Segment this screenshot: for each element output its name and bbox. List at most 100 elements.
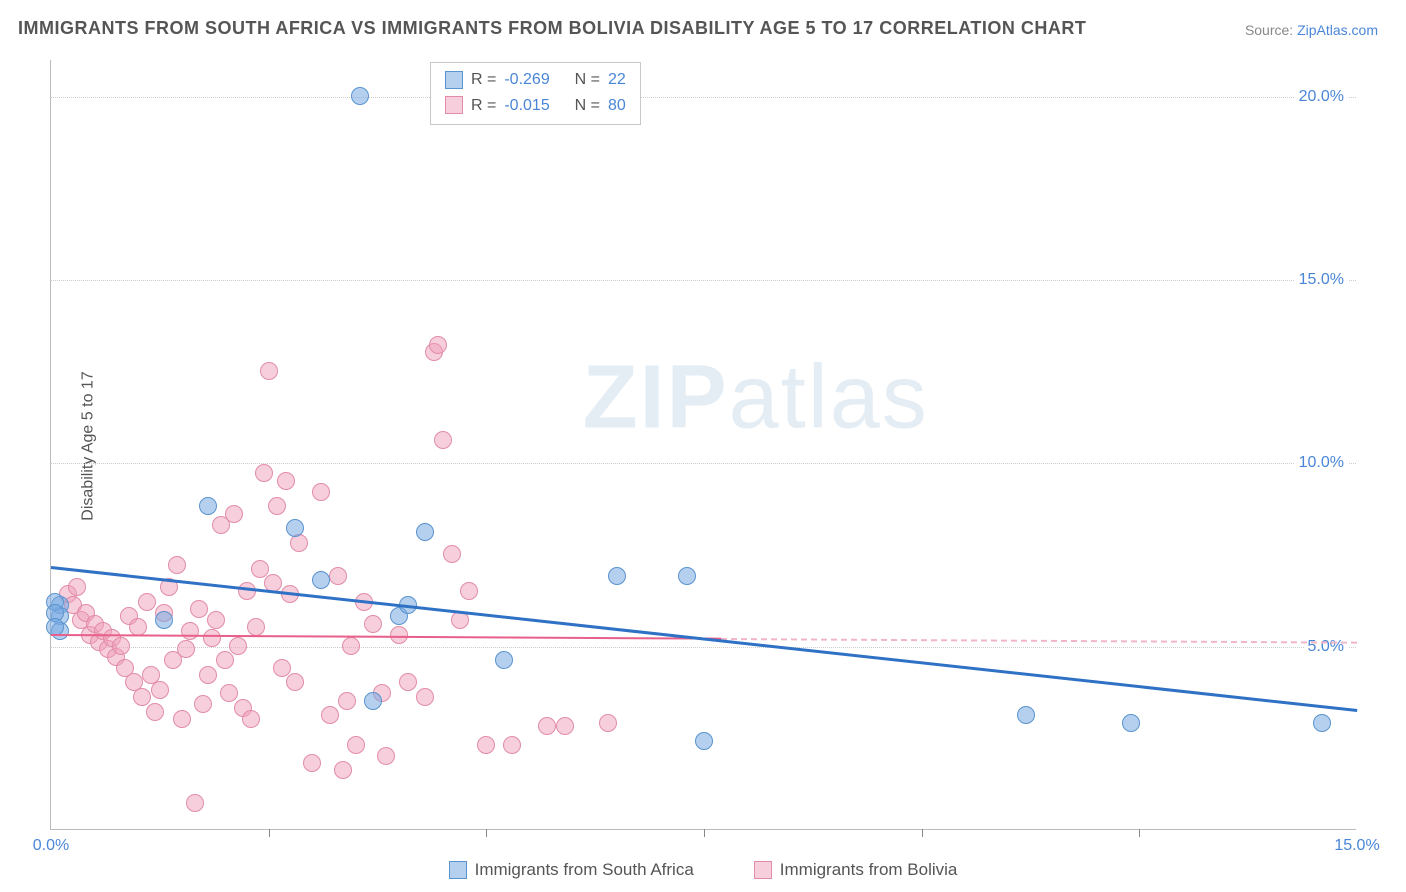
data-point (242, 710, 260, 728)
data-point (608, 567, 626, 585)
x-tick-mark (922, 829, 923, 837)
y-tick-label: 10.0% (1295, 454, 1348, 472)
data-point (155, 611, 173, 629)
data-point (347, 736, 365, 754)
legend-item-sa: Immigrants from South Africa (449, 860, 694, 880)
data-point (273, 659, 291, 677)
data-point (247, 618, 265, 636)
data-point (342, 637, 360, 655)
data-point (146, 703, 164, 721)
gridline-h (51, 463, 1356, 464)
data-point (321, 706, 339, 724)
y-tick-label: 5.0% (1304, 638, 1348, 656)
n-label: N = (575, 93, 600, 119)
data-point (260, 362, 278, 380)
x-tick-mark (269, 829, 270, 837)
y-tick-label: 20.0% (1295, 88, 1348, 106)
data-point (377, 747, 395, 765)
data-point (181, 622, 199, 640)
data-point (556, 717, 574, 735)
data-point (695, 732, 713, 750)
data-point (286, 673, 304, 691)
data-point (477, 736, 495, 754)
r-label: R = (471, 93, 496, 119)
legend-label-sa: Immigrants from South Africa (475, 860, 694, 880)
data-point (538, 717, 556, 735)
data-point (460, 582, 478, 600)
data-point (229, 637, 247, 655)
data-point (364, 692, 382, 710)
data-point (112, 637, 130, 655)
legend-label-bo: Immigrants from Bolivia (780, 860, 958, 880)
r-label: R = (471, 67, 496, 93)
legend-item-bo: Immigrants from Bolivia (754, 860, 958, 880)
data-point (255, 464, 273, 482)
watermark: ZIPatlas (583, 347, 929, 450)
data-point (138, 593, 156, 611)
data-point (364, 615, 382, 633)
data-point (503, 736, 521, 754)
x-tick-mark (704, 829, 705, 837)
data-point (416, 688, 434, 706)
data-point (203, 629, 221, 647)
chart-title: IMMIGRANTS FROM SOUTH AFRICA VS IMMIGRAN… (18, 18, 1086, 39)
data-point (429, 336, 447, 354)
x-tick-label: 15.0% (1334, 837, 1379, 855)
data-point (190, 600, 208, 618)
data-point (1122, 714, 1140, 732)
data-point (399, 673, 417, 691)
data-point (334, 761, 352, 779)
swatch-south-africa (445, 71, 463, 89)
regression-line (51, 566, 1357, 712)
swatch-bolivia (754, 861, 772, 879)
data-point (416, 523, 434, 541)
source-attribution: Source: ZipAtlas.com (1245, 22, 1378, 38)
data-point (338, 692, 356, 710)
regression-line (721, 638, 1357, 644)
stats-row-sa: R = -0.269 N = 22 (445, 67, 626, 93)
data-point (177, 640, 195, 658)
n-label: N = (575, 67, 600, 93)
data-point (1017, 706, 1035, 724)
legend: Immigrants from South Africa Immigrants … (0, 860, 1406, 880)
data-point (199, 497, 217, 515)
data-point (390, 626, 408, 644)
n-value-bo: 80 (608, 93, 626, 119)
data-point (151, 681, 169, 699)
data-point (268, 497, 286, 515)
x-tick-mark (486, 829, 487, 837)
data-point (220, 684, 238, 702)
stats-row-bo: R = -0.015 N = 80 (445, 93, 626, 119)
data-point (199, 666, 217, 684)
n-value-sa: 22 (608, 67, 626, 93)
data-point (68, 578, 86, 596)
r-value-sa: -0.269 (504, 67, 549, 93)
y-tick-label: 15.0% (1295, 271, 1348, 289)
data-point (286, 519, 304, 537)
data-point (1313, 714, 1331, 732)
r-value-bo: -0.015 (504, 93, 549, 119)
data-point (495, 651, 513, 669)
data-point (251, 560, 269, 578)
source-value: ZipAtlas.com (1297, 22, 1378, 38)
data-point (434, 431, 452, 449)
data-point (312, 571, 330, 589)
data-point (599, 714, 617, 732)
x-tick-mark (1139, 829, 1140, 837)
data-point (277, 472, 295, 490)
gridline-h (51, 97, 1356, 98)
data-point (133, 688, 151, 706)
data-point (678, 567, 696, 585)
data-point (216, 651, 234, 669)
x-tick-label: 0.0% (33, 837, 69, 855)
correlation-stats-box: R = -0.269 N = 22 R = -0.015 N = 80 (430, 62, 641, 125)
gridline-h (51, 280, 1356, 281)
data-point (168, 556, 186, 574)
data-point (225, 505, 243, 523)
data-point (186, 794, 204, 812)
scatter-plot: ZIPatlas 5.0%10.0%15.0%20.0%0.0%15.0% (50, 60, 1356, 830)
data-point (173, 710, 191, 728)
swatch-bolivia (445, 96, 463, 114)
data-point (312, 483, 330, 501)
regression-line (51, 634, 721, 640)
